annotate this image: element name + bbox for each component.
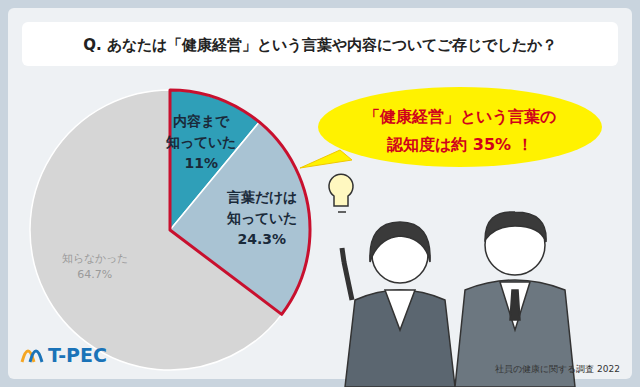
text-line: 内容まで [173, 113, 230, 129]
chart-svg: Q. あなたは「健康経営」という言葉や内容についてご存じでしたか？ 内容まで知って… [0, 0, 640, 387]
category-label: 知らなかった [62, 252, 128, 265]
value-label: 24.3% [237, 231, 286, 247]
logo-text: T-PEC [48, 344, 107, 366]
value-label: 11% [185, 155, 219, 171]
lightbulb-base [338, 211, 346, 213]
woman-hair [370, 222, 430, 262]
pie [30, 90, 310, 370]
chart-root: Q. あなたは「健康経営」という言葉や内容についてご存じでしたか？ 内容まで知って… [0, 0, 640, 387]
text-line: 知っていた [165, 134, 236, 150]
outer-bg [0, 0, 640, 387]
title: Q. あなたは「健康経営」という言葉や内容についてご存じでしたか？ [83, 36, 557, 54]
callout: 「健康経営」という言葉の認知度は約 35% ！ [300, 87, 602, 168]
woman-collar [385, 290, 415, 330]
text-line: 言葉だけは [226, 189, 297, 205]
text-line: 認知度は約 35% ！ [386, 135, 532, 154]
highlight-outline [170, 90, 310, 314]
illustration [329, 174, 575, 387]
text-line: 知っていた [226, 210, 297, 226]
man-collar [500, 282, 530, 330]
category-label: 言葉だけは知っていた [226, 189, 297, 226]
man-tie [510, 290, 520, 320]
woman-arm [342, 248, 352, 300]
text-line: 知らなかった [62, 252, 128, 265]
logo-mark [30, 351, 42, 362]
woman-body [345, 290, 455, 387]
category-label: 内容まで知っていた [165, 113, 236, 150]
title-box [22, 22, 618, 66]
callout-tail [300, 150, 352, 168]
man-hair [485, 212, 546, 242]
logo: T-PEC [22, 344, 107, 366]
source: 社員の健康に関する調査 2022 [495, 364, 620, 374]
value-label: 64.7% [77, 268, 112, 281]
annotation: 「健康経営」という言葉の認知度は約 35% ！ [364, 107, 556, 154]
callout-body [318, 87, 602, 167]
text-line: 「健康経営」という言葉の [364, 107, 556, 126]
lightbulb [329, 174, 353, 206]
